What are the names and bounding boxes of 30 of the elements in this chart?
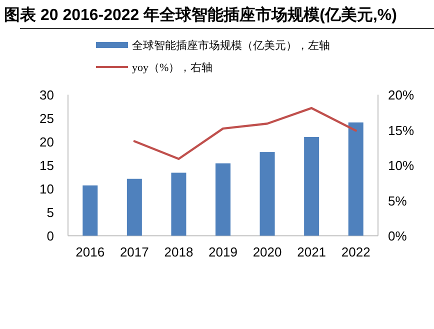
bar xyxy=(260,152,275,236)
x-tick-label: 2016 xyxy=(76,244,105,260)
bar xyxy=(82,185,98,236)
y2-tick-label: 0% xyxy=(388,228,408,244)
y-tick-label: 30 xyxy=(40,88,54,103)
x-tick-label: 2019 xyxy=(208,244,238,260)
x-tick-label: 2018 xyxy=(164,244,194,260)
y-tick-label: 5 xyxy=(46,205,54,220)
y-tick-label: 25 xyxy=(40,111,54,126)
legend-label: yoy（%），右轴 xyxy=(132,61,213,74)
bar xyxy=(304,137,320,236)
y2-tick-label: 15% xyxy=(388,122,414,138)
x-tick-label: 2017 xyxy=(120,244,149,260)
y-tick-label: 0 xyxy=(46,228,54,244)
bar xyxy=(216,163,230,236)
y2-tick-label: 5% xyxy=(388,193,408,208)
x-tick-label: 2022 xyxy=(341,244,370,260)
x-tick-label: 2021 xyxy=(297,244,326,260)
y-tick-label: 15 xyxy=(40,158,54,174)
legend-label: 全球智能插座市场规模（亿美元），左轴 xyxy=(132,39,330,52)
y-tick-label: 20 xyxy=(40,134,54,150)
x-tick-label: 2020 xyxy=(252,244,282,260)
y-tick-label: 10 xyxy=(40,182,54,197)
y2-tick-label: 20% xyxy=(388,88,414,103)
line-series xyxy=(133,106,357,160)
bar xyxy=(171,172,186,236)
y2-tick-label: 10% xyxy=(388,158,414,174)
chart-title: 图表 20 2016-2022 年全球智能插座市场规模(亿美元,%) xyxy=(4,5,397,24)
bar xyxy=(126,178,142,236)
bar xyxy=(348,122,364,236)
